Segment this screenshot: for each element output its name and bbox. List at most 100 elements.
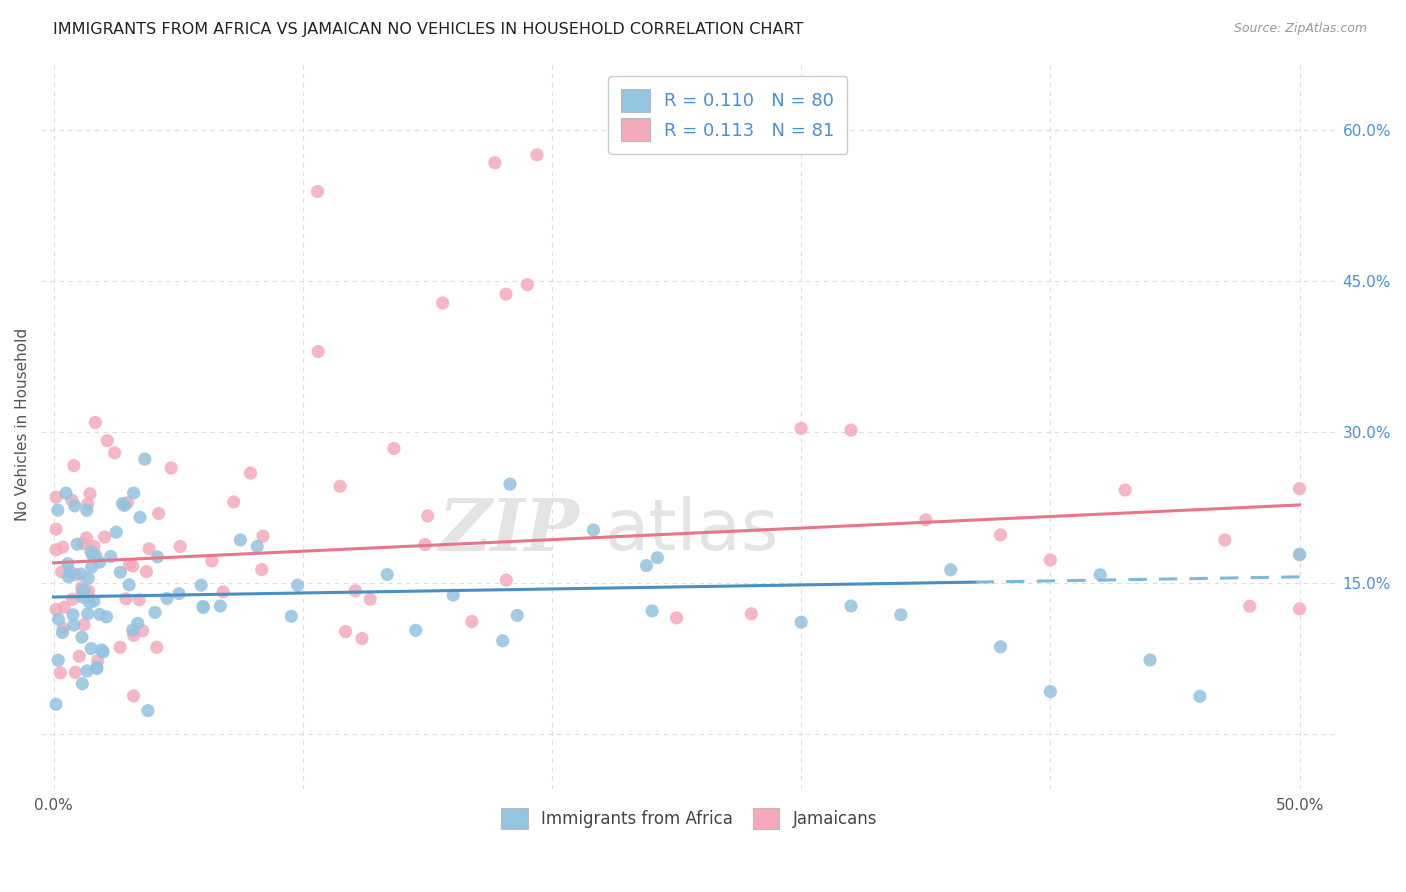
- Point: [582, 523, 605, 537]
- Point: [70, 581, 93, 595]
- Point: [246, 540, 269, 554]
- Point: [156, 591, 179, 606]
- Point: [121, 623, 143, 637]
- Text: Source: ZipAtlas.com: Source: ZipAtlas.com: [1233, 22, 1367, 36]
- Point: [76, 497, 98, 511]
- Point: [1039, 553, 1062, 567]
- Point: [287, 578, 309, 592]
- Point: [86, 661, 108, 675]
- Point: [72, 536, 94, 550]
- Point: [335, 624, 357, 639]
- Point: [416, 508, 439, 523]
- Point: [146, 640, 169, 655]
- Point: [56, 557, 79, 571]
- Point: [83, 594, 105, 608]
- Point: [90, 643, 112, 657]
- Point: [108, 640, 131, 655]
- Point: [1288, 602, 1310, 616]
- Point: [118, 578, 141, 592]
- Point: [111, 496, 134, 510]
- Point: [91, 645, 114, 659]
- Point: [70, 585, 93, 599]
- Point: [1213, 533, 1236, 547]
- Point: [329, 479, 352, 493]
- Point: [76, 664, 98, 678]
- Point: [46, 653, 69, 667]
- Point: [127, 616, 149, 631]
- Point: [118, 558, 141, 572]
- Point: [169, 540, 191, 554]
- Point: [307, 185, 329, 199]
- Point: [492, 633, 515, 648]
- Point: [138, 541, 160, 556]
- Point: [636, 558, 658, 573]
- Point: [990, 528, 1012, 542]
- Point: [665, 611, 688, 625]
- Point: [110, 566, 132, 580]
- Point: [67, 649, 90, 664]
- Point: [100, 549, 122, 564]
- Point: [105, 525, 128, 540]
- Point: [890, 607, 912, 622]
- Point: [484, 155, 506, 169]
- Point: [63, 499, 86, 513]
- Point: [76, 503, 98, 517]
- Point: [641, 604, 664, 618]
- Point: [66, 537, 89, 551]
- Point: [239, 466, 262, 480]
- Point: [405, 624, 427, 638]
- Point: [193, 600, 215, 615]
- Point: [1239, 599, 1261, 614]
- Point: [62, 607, 84, 622]
- Point: [1288, 482, 1310, 496]
- Point: [96, 434, 118, 448]
- Point: [122, 689, 145, 703]
- Point: [72, 676, 94, 690]
- Point: [86, 660, 108, 674]
- Point: [1288, 548, 1310, 562]
- Point: [128, 592, 150, 607]
- Point: [60, 592, 83, 607]
- Point: [914, 513, 936, 527]
- Point: [72, 591, 94, 605]
- Point: [76, 531, 98, 545]
- Point: [51, 565, 73, 579]
- Point: [252, 529, 274, 543]
- Point: [51, 625, 73, 640]
- Point: [46, 503, 69, 517]
- Point: [167, 587, 190, 601]
- Text: ZIP: ZIP: [439, 495, 579, 566]
- Point: [1114, 483, 1136, 497]
- Point: [65, 567, 87, 582]
- Point: [740, 607, 762, 621]
- Point: [49, 665, 72, 680]
- Point: [229, 533, 252, 547]
- Point: [148, 507, 170, 521]
- Point: [63, 458, 86, 473]
- Point: [122, 486, 145, 500]
- Point: [52, 621, 75, 635]
- Point: [136, 704, 159, 718]
- Point: [112, 499, 135, 513]
- Point: [121, 559, 143, 574]
- Point: [134, 452, 156, 467]
- Point: [495, 287, 517, 301]
- Point: [45, 490, 67, 504]
- Point: [344, 583, 367, 598]
- Point: [122, 628, 145, 642]
- Point: [73, 617, 96, 632]
- Point: [77, 584, 100, 599]
- Point: [79, 595, 101, 609]
- Point: [250, 562, 273, 576]
- Point: [190, 578, 212, 592]
- Point: [526, 148, 548, 162]
- Point: [80, 560, 103, 574]
- Point: [53, 600, 76, 615]
- Point: [80, 545, 103, 559]
- Point: [80, 641, 103, 656]
- Point: [375, 567, 398, 582]
- Point: [59, 565, 82, 579]
- Point: [461, 615, 484, 629]
- Y-axis label: No Vehicles in Household: No Vehicles in Household: [15, 328, 30, 521]
- Point: [45, 698, 67, 712]
